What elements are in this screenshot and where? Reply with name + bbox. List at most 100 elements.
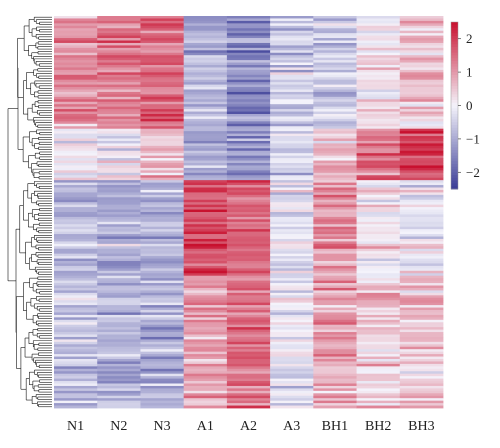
heatmap-cell [140,153,185,157]
heatmap-cell [183,373,228,377]
heatmap-cell [54,390,98,394]
heatmap-cell [270,67,314,71]
heatmap-cell [226,341,271,345]
heatmap-cell [140,114,185,117]
heatmap-cell [97,224,141,228]
heatmap-cell [313,248,357,252]
heatmap-cell [140,104,185,108]
heatmap-cell [140,241,185,245]
heatmap-cell [226,393,271,397]
heatmap-cell [399,275,444,279]
heatmap-cell [54,23,98,27]
heatmap-cell [97,261,141,264]
heatmap-cell [313,150,357,154]
heatmap-cell [313,356,357,360]
heatmap-cell [226,376,271,379]
heatmap-cell [356,398,401,402]
heatmap-cell [399,42,444,46]
colorbar-segment [451,147,458,151]
heatmap-cell [183,55,228,59]
heatmap-cell [97,290,141,294]
heatmap-cell [97,329,141,333]
heatmap-cell [226,336,271,340]
heatmap-cell [399,383,444,387]
heatmap-cell [54,354,98,357]
heatmap-cell [356,167,401,171]
heatmap-cell [313,101,357,105]
heatmap-cell [183,116,228,120]
heatmap-cell [140,192,185,196]
heatmap-cell [140,52,185,56]
heatmap-cell [97,145,141,149]
heatmap-cell [270,346,314,350]
heatmap-cell [399,371,444,375]
heatmap-cell [140,403,185,406]
heatmap-cell [226,207,271,210]
heatmap-cell [399,385,444,389]
heatmap-cell [97,165,141,169]
heatmap-cell [226,172,271,176]
heatmap-cell [183,30,228,34]
heatmap-cell [140,224,185,228]
colorbar-segment [451,161,458,165]
heatmap-cell [270,361,314,365]
heatmap-cell [313,241,357,245]
heatmap-cell [313,234,357,237]
heatmap-cell [270,150,314,154]
heatmap-cell [97,238,141,242]
heatmap-cell [356,160,401,164]
heatmap-cell [226,131,271,134]
heatmap-cell [140,65,185,68]
heatmap-cell [399,131,444,134]
heatmap-cell [356,91,401,95]
heatmap-cell [183,185,228,188]
heatmap-cell [183,403,228,406]
heatmap-cell [313,194,357,198]
heatmap-cell [97,319,141,323]
heatmap-cell [226,395,271,399]
heatmap-cell [97,187,141,191]
heatmap-cell [313,42,357,46]
heatmap-cell [183,25,228,29]
heatmap-cell [183,99,228,103]
heatmap-cell [270,133,314,137]
heatmap-cell [313,300,357,304]
heatmap-cell [399,194,444,198]
heatmap-cell [270,96,314,100]
heatmap-cell [97,275,141,279]
heatmap-cell [313,297,357,301]
heatmap-cell [183,23,228,27]
heatmap-cell [183,72,228,76]
heatmap-cell [399,214,444,218]
heatmap-cell [97,356,141,360]
heatmap-cell [356,158,401,161]
heatmap-cell [97,89,141,93]
heatmap-cell [226,65,271,68]
heatmap-cell [54,150,98,154]
heatmap-cell [140,297,185,301]
heatmap-cell [97,84,141,88]
colorbar-segment [451,152,458,157]
heatmap-cell [140,45,185,49]
heatmap-cell [183,261,228,264]
heatmap-cell [226,52,271,56]
heatmap-cell [313,99,357,103]
heatmap-cell [97,310,141,313]
heatmap-cell [356,33,401,36]
heatmap-cell [54,226,98,230]
heatmap-cell [226,344,271,348]
heatmap-cell [270,292,314,296]
heatmap-cell [270,302,314,306]
heatmap-cell [226,62,271,66]
heatmap-cell [183,192,228,196]
heatmap-cell [183,114,228,117]
colorbar-segment [451,144,458,148]
heatmap-cell [140,87,185,90]
heatmap-cell [97,258,141,262]
heatmap-cell [54,371,98,375]
heatmap-cell [399,101,444,105]
heatmap-cell [356,317,401,321]
heatmap-cell [97,212,141,215]
heatmap-cell [399,180,444,183]
heatmap-cell [356,45,401,49]
